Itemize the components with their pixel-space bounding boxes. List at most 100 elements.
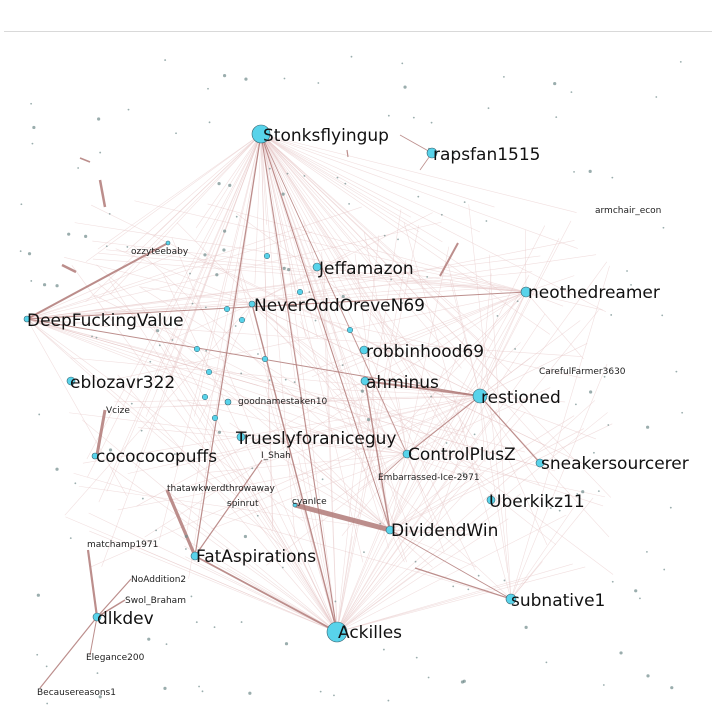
background-dot	[268, 167, 271, 170]
background-dot	[440, 213, 443, 216]
background-dot	[281, 192, 285, 196]
faint-edge	[424, 291, 527, 395]
background-dot	[610, 314, 613, 316]
minor-node	[263, 252, 271, 260]
faint-edge	[64, 256, 253, 305]
faint-edge	[447, 263, 481, 397]
strong-edge	[89, 616, 98, 656]
background-dot	[524, 625, 528, 629]
background-dot	[308, 291, 311, 293]
faint-edge	[195, 133, 262, 229]
label-ishah: I_Shah	[261, 451, 291, 461]
faint-edge	[169, 303, 253, 341]
faint-edge	[251, 212, 433, 305]
label-stonks: Stonksflyingup	[263, 126, 389, 146]
background-dot	[213, 626, 216, 629]
background-dot	[226, 502, 229, 505]
background-dot	[198, 685, 200, 688]
faint-edge	[260, 133, 267, 225]
faint-edge	[137, 546, 338, 633]
background-dot	[217, 182, 221, 186]
background-dot	[19, 250, 22, 253]
faint-edge	[26, 231, 313, 320]
faint-edge	[133, 245, 512, 600]
background-dot	[240, 372, 243, 375]
label-controlplusz: ControlPlusZ	[408, 445, 516, 465]
faint-edge	[78, 485, 391, 531]
background-dot	[30, 102, 33, 105]
background-dot	[217, 430, 222, 434]
background-dot	[453, 152, 456, 155]
faint-edge	[110, 133, 262, 295]
faint-edge	[354, 253, 391, 531]
faint-edge	[336, 578, 529, 633]
background-dot	[36, 653, 39, 656]
background-dot	[184, 534, 188, 538]
label-uberkikz: Uberkikz11	[489, 492, 585, 512]
faint-edge	[510, 364, 608, 600]
faint-edge	[479, 395, 540, 486]
background-dot	[602, 684, 605, 686]
faint-edge	[260, 133, 282, 247]
label-fataspirations: FatAspirations	[196, 547, 316, 567]
label-matchamp: matchamp1971	[87, 540, 158, 550]
background-dot	[190, 595, 193, 598]
background-dot	[158, 344, 161, 347]
background-dot	[191, 302, 194, 305]
strong-edge	[377, 453, 408, 481]
background-dot	[611, 580, 614, 583]
label-ahminus: ahminus	[366, 373, 439, 393]
background-dot	[360, 389, 364, 393]
faint-edge	[260, 133, 296, 293]
background-dot	[382, 648, 385, 651]
background-dot	[681, 411, 684, 414]
node-dividendwin	[385, 525, 395, 535]
faint-edge	[161, 374, 338, 633]
faint-edge	[524, 230, 527, 293]
faint-edge	[251, 254, 597, 305]
faint-edge	[260, 133, 480, 341]
background-dot	[383, 234, 386, 237]
faint-edge	[336, 518, 509, 633]
label-truesly: Trueslyforaniceguy	[235, 429, 396, 449]
strong-edge	[260, 133, 391, 531]
faint-edge	[336, 411, 526, 633]
faint-edge	[510, 505, 576, 600]
background-dot	[646, 425, 650, 429]
background-dot	[27, 252, 32, 256]
background-dot	[333, 694, 335, 697]
faint-edge	[260, 133, 495, 208]
label-dividendwin: DividendWin	[391, 521, 498, 541]
faint-edge	[336, 259, 407, 633]
label-swolbraham: Swol_Braham	[125, 596, 186, 606]
faint-edge	[82, 395, 481, 464]
faint-edge	[260, 133, 443, 243]
faint-edge	[204, 453, 408, 473]
label-neverodd: NeverOddOreveN69	[254, 296, 425, 316]
faint-edge	[260, 133, 462, 369]
node-fataspirations	[190, 551, 200, 561]
faint-edge	[406, 387, 551, 455]
background-dot	[74, 482, 77, 485]
faint-edge	[336, 436, 431, 633]
node-cyanice	[292, 502, 298, 508]
faint-edge	[229, 422, 391, 531]
background-dot	[611, 176, 614, 179]
faint-edge	[336, 225, 420, 633]
background-dot	[38, 413, 41, 416]
background-dot	[467, 588, 470, 591]
faint-edge	[136, 291, 527, 507]
faint-edge	[479, 395, 509, 573]
faint-edge	[98, 133, 262, 300]
faint-edge	[260, 133, 357, 311]
background-dot	[283, 77, 286, 80]
node-subnative	[505, 593, 517, 605]
faint-edge	[260, 133, 612, 498]
faint-edge	[406, 453, 445, 553]
background-dot	[69, 537, 72, 539]
faint-edge	[479, 395, 548, 546]
node-ahminus	[360, 376, 370, 386]
faint-edge	[176, 509, 338, 633]
faint-edge	[389, 415, 575, 531]
faint-edge	[26, 318, 303, 565]
